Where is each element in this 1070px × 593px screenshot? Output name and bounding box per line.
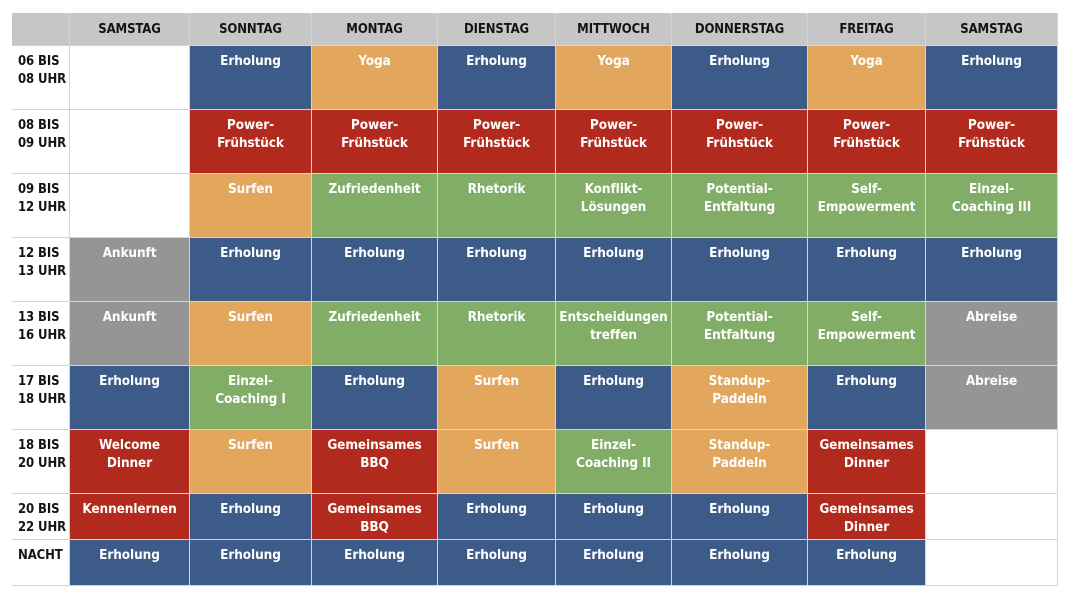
schedule-activity-cell: Konflikt- Lösungen <box>556 174 672 238</box>
schedule-activity-cell: Erholung <box>438 46 556 110</box>
schedule-activity-cell: Ankunft <box>70 238 190 302</box>
schedule-activity-cell: Power- Frühstück <box>808 110 926 174</box>
day-header-samstag: SAMSTAG <box>70 13 190 46</box>
schedule-activity-cell: Erholung <box>190 46 312 110</box>
day-header-freitag: FREITAG <box>808 13 926 46</box>
schedule-activity-cell: Gemeinsames Dinner <box>808 430 926 494</box>
schedule-activity-cell: Erholung <box>556 238 672 302</box>
schedule-activity-cell: Self- Empowerment <box>808 302 926 366</box>
schedule-activity-cell: Erholung <box>312 366 438 430</box>
schedule-activity-cell: Kennenlernen <box>70 494 190 540</box>
schedule-activity-cell: Power- Frühstück <box>672 110 808 174</box>
schedule-activity-cell: Standup- Paddeln <box>672 366 808 430</box>
schedule-activity-cell: Erholung <box>438 540 556 586</box>
schedule-activity-cell: Standup- Paddeln <box>672 430 808 494</box>
time-slot-label: 12 BIS 13 UHR <box>12 238 70 302</box>
schedule-activity-cell: Yoga <box>556 46 672 110</box>
schedule-activity-cell: Self- Empowerment <box>808 174 926 238</box>
schedule-activity-cell: Gemeinsames Dinner <box>808 494 926 540</box>
schedule-activity-cell: Erholung <box>190 540 312 586</box>
schedule-empty-cell <box>926 430 1058 494</box>
schedule-activity-cell: Power- Frühstück <box>438 110 556 174</box>
schedule-activity-cell: Surfen <box>438 430 556 494</box>
schedule-activity-cell: Surfen <box>190 302 312 366</box>
day-header-mittwoch: MITTWOCH <box>556 13 672 46</box>
schedule-activity-cell: Erholung <box>672 540 808 586</box>
schedule-activity-cell: Erholung <box>556 366 672 430</box>
schedule-activity-cell: Potential- Entfaltung <box>672 174 808 238</box>
schedule-activity-cell: Einzel- Coaching I <box>190 366 312 430</box>
schedule-activity-cell: Yoga <box>808 46 926 110</box>
schedule-activity-cell: Erholung <box>438 494 556 540</box>
schedule-empty-cell <box>926 494 1058 540</box>
schedule-activity-cell: Rhetorik <box>438 302 556 366</box>
schedule-activity-cell: Erholung <box>808 366 926 430</box>
schedule-activity-cell: Surfen <box>190 174 312 238</box>
schedule-activity-cell: Yoga <box>312 46 438 110</box>
schedule-activity-cell: Gemeinsames BBQ <box>312 430 438 494</box>
schedule-activity-cell: Erholung <box>556 540 672 586</box>
day-header-dienstag: DIENSTAG <box>438 13 556 46</box>
schedule-activity-cell: Erholung <box>926 46 1058 110</box>
schedule-activity-cell: Erholung <box>70 366 190 430</box>
schedule-activity-cell: Welcome Dinner <box>70 430 190 494</box>
schedule-empty-cell <box>70 110 190 174</box>
schedule-activity-cell: Entscheidungen treffen <box>556 302 672 366</box>
day-header-samstag-2: SAMSTAG <box>926 13 1058 46</box>
day-header-montag: MONTAG <box>312 13 438 46</box>
time-slot-label: 13 BIS 16 UHR <box>12 302 70 366</box>
schedule-activity-cell: Erholung <box>190 238 312 302</box>
schedule-empty-cell <box>70 46 190 110</box>
schedule-activity-cell: Gemeinsames BBQ <box>312 494 438 540</box>
day-header-donnerstag: DONNERSTAG <box>672 13 808 46</box>
schedule-activity-cell: Power- Frühstück <box>556 110 672 174</box>
schedule-activity-cell: Erholung <box>926 238 1058 302</box>
schedule-activity-cell: Power- Frühstück <box>926 110 1058 174</box>
schedule-empty-cell <box>926 540 1058 586</box>
schedule-activity-cell: Erholung <box>70 540 190 586</box>
time-slot-label: 17 BIS 18 UHR <box>12 366 70 430</box>
schedule-activity-cell: Erholung <box>672 494 808 540</box>
time-slot-label: NACHT <box>12 540 70 586</box>
schedule-activity-cell: Power- Frühstück <box>190 110 312 174</box>
schedule-activity-cell: Erholung <box>190 494 312 540</box>
schedule-activity-cell: Erholung <box>312 238 438 302</box>
schedule-table: SAMSTAG SONNTAG MONTAG DIENSTAG MITTWOCH… <box>12 13 1058 586</box>
schedule-activity-cell: Einzel- Coaching II <box>556 430 672 494</box>
schedule-activity-cell: Erholung <box>438 238 556 302</box>
header-corner <box>12 13 70 46</box>
schedule-activity-cell: Zufriedenheit <box>312 174 438 238</box>
schedule-empty-cell <box>70 174 190 238</box>
time-slot-label: 20 BIS 22 UHR <box>12 494 70 540</box>
schedule-activity-cell: Zufriedenheit <box>312 302 438 366</box>
day-header-sonntag: SONNTAG <box>190 13 312 46</box>
schedule-activity-cell: Erholung <box>556 494 672 540</box>
schedule-activity-cell: Abreise <box>926 366 1058 430</box>
schedule-activity-cell: Rhetorik <box>438 174 556 238</box>
time-slot-label: 06 BIS 08 UHR <box>12 46 70 110</box>
schedule-activity-cell: Erholung <box>312 540 438 586</box>
schedule-activity-cell: Erholung <box>808 238 926 302</box>
schedule-activity-cell: Erholung <box>672 238 808 302</box>
schedule-activity-cell: Einzel- Coaching III <box>926 174 1058 238</box>
schedule-activity-cell: Surfen <box>438 366 556 430</box>
time-slot-label: 08 BIS 09 UHR <box>12 110 70 174</box>
schedule-activity-cell: Potential- Entfaltung <box>672 302 808 366</box>
schedule-activity-cell: Surfen <box>190 430 312 494</box>
schedule-activity-cell: Erholung <box>672 46 808 110</box>
schedule-activity-cell: Erholung <box>808 540 926 586</box>
schedule-activity-cell: Ankunft <box>70 302 190 366</box>
schedule-activity-cell: Abreise <box>926 302 1058 366</box>
time-slot-label: 18 BIS 20 UHR <box>12 430 70 494</box>
schedule-activity-cell: Power- Frühstück <box>312 110 438 174</box>
time-slot-label: 09 BIS 12 UHR <box>12 174 70 238</box>
